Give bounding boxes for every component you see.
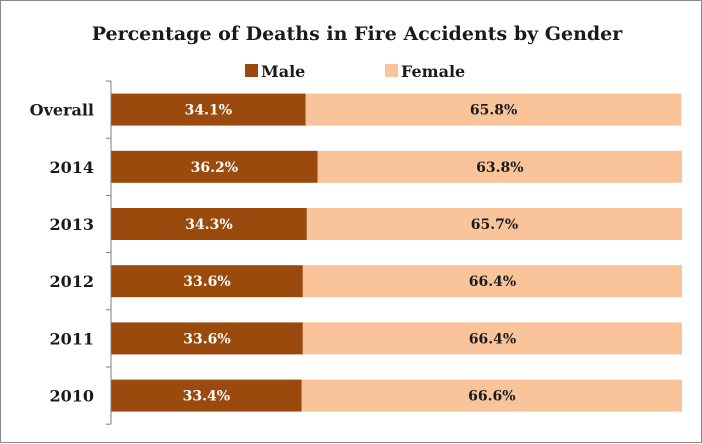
bar-female [306,208,682,240]
bar-female [302,265,682,298]
chart-title: Percentage of Deaths in Fire Accidents b… [92,23,624,45]
data-label-male: 33.4% [183,389,230,405]
data-label-female: 66.4% [469,331,516,347]
data-label-female: 66.4% [469,274,516,290]
bar-male [111,93,306,126]
bar-female [301,379,682,412]
data-label-male: 36.2% [191,160,238,176]
data-label-female: 65.7% [471,217,518,233]
y-tick-label: 2010 [49,387,94,406]
legend-swatch-female [385,64,398,77]
bar-male [111,208,307,240]
data-label-female: 63.8% [476,160,523,176]
y-tick-label: 2014 [49,158,94,177]
y-tick-label: 2013 [49,215,94,234]
y-tick-label: 2011 [49,329,94,348]
data-label-male: 33.6% [183,331,230,347]
data-label-male: 33.6% [183,274,230,290]
y-tick-label: Overall [30,101,94,120]
bar-male [111,265,303,298]
bar-male [111,379,302,412]
data-label-male: 34.1% [185,103,232,119]
bar-female [317,150,682,183]
data-label-female: 66.6% [468,389,515,405]
bar-male [111,322,303,355]
bar-female [302,322,682,355]
legend: Male Female [245,62,465,81]
legend-swatch-male [245,64,258,77]
data-label-female: 65.8% [470,103,517,119]
bar-male [111,150,318,183]
bar-female [305,93,682,126]
y-tick-label: 2012 [49,272,94,291]
legend-label-male: Male [261,62,305,81]
data-label-male: 34.3% [185,217,232,233]
legend-label-female: Female [401,62,465,81]
